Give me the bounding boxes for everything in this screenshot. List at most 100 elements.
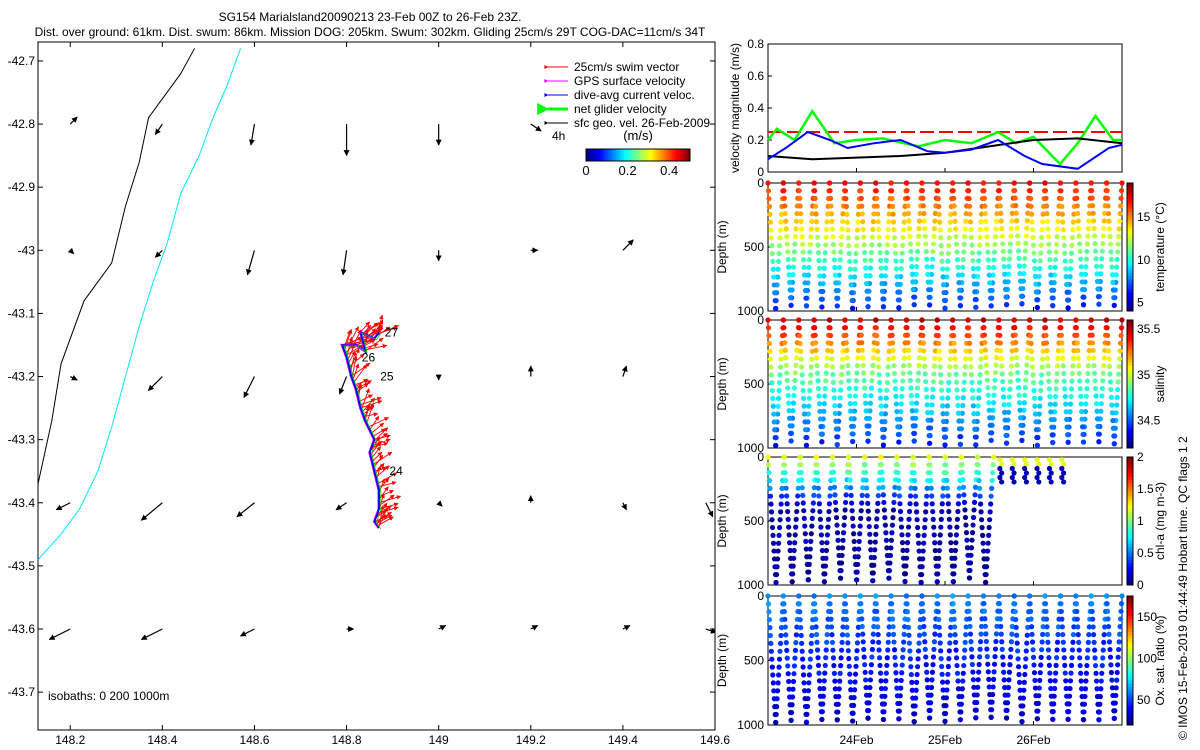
section-colorbar-cell <box>1127 361 1133 366</box>
section-dot <box>870 355 876 361</box>
section-dot <box>1015 370 1021 376</box>
section-dot <box>1023 479 1030 485</box>
section-dot <box>848 416 854 422</box>
section-dot <box>1003 294 1009 300</box>
section-dot <box>826 501 833 507</box>
section-dot <box>881 507 887 513</box>
section-dot <box>1039 647 1045 653</box>
track-day-label: 26 <box>362 351 376 365</box>
section-dot <box>884 552 890 559</box>
section-colorbar-cell <box>1127 355 1133 359</box>
section-dot <box>942 305 948 311</box>
section-dot <box>1108 249 1114 255</box>
section-dot <box>831 249 837 255</box>
section-dot <box>889 601 895 607</box>
section-dot <box>900 378 906 384</box>
section-dot <box>776 664 782 670</box>
section-dot <box>928 485 934 491</box>
section-dot <box>982 564 988 570</box>
section-dot <box>787 702 793 708</box>
section-dot <box>937 540 943 546</box>
section-dot <box>854 648 860 654</box>
section-dot <box>867 539 873 545</box>
section-dot <box>1013 616 1019 623</box>
section-dot <box>959 272 965 278</box>
section-dot <box>806 395 812 401</box>
section-dot <box>1016 671 1022 678</box>
section-dot <box>871 623 877 630</box>
section-dot <box>777 648 783 654</box>
swim-vector <box>369 415 380 431</box>
swim-vector <box>372 451 393 466</box>
section-dot <box>1075 210 1081 217</box>
section-colorbar-cell <box>1127 409 1133 414</box>
section-dot <box>903 593 910 599</box>
section-dot <box>988 707 994 713</box>
section-dot <box>961 655 967 661</box>
section-dot <box>910 695 916 701</box>
section-dot <box>765 317 771 323</box>
section-dot <box>905 616 911 623</box>
section-dot <box>829 226 836 232</box>
section-dot <box>901 563 907 569</box>
section-dot <box>1049 287 1055 293</box>
section-dot <box>915 532 921 538</box>
section-dot <box>831 477 837 483</box>
section-dot <box>983 355 989 361</box>
section-colorbar-cell <box>1127 186 1133 190</box>
section-dot <box>1109 677 1115 683</box>
section-dot <box>876 242 883 248</box>
colorbar-cell <box>626 149 629 161</box>
section-dot <box>992 377 998 383</box>
section-dot <box>967 219 974 225</box>
section-dot <box>890 624 896 630</box>
section-dot <box>1012 187 1018 194</box>
section-dot <box>784 233 790 240</box>
section-dot <box>852 671 859 677</box>
section-dot <box>790 400 797 406</box>
section-dot <box>973 304 979 310</box>
section-dot <box>781 601 787 607</box>
section-dot <box>965 325 972 331</box>
section-dot <box>883 670 889 676</box>
section-dot <box>800 500 806 506</box>
section-dot <box>1063 401 1069 407</box>
section-dot <box>950 325 956 331</box>
section-dot <box>957 441 963 447</box>
section-dot <box>834 530 841 536</box>
section-dot <box>802 427 809 433</box>
section-dot <box>961 241 967 247</box>
section-dot <box>966 616 973 622</box>
section-dot <box>921 623 927 630</box>
section-dot <box>900 555 907 561</box>
section-dot <box>863 684 869 691</box>
section-dot <box>901 355 907 361</box>
section-dot <box>832 686 838 692</box>
colorbar-cell <box>662 149 665 161</box>
section-dot <box>859 500 865 506</box>
section-dot <box>800 241 806 248</box>
section-colorbar-cell <box>1127 237 1133 242</box>
section-dot <box>895 424 901 430</box>
section-dot <box>815 385 822 392</box>
section-dot <box>829 639 836 646</box>
section-dot <box>765 593 771 599</box>
section-dot <box>1027 180 1033 186</box>
section-dot <box>954 662 960 669</box>
section-dot <box>892 378 898 384</box>
section-dot <box>835 545 842 551</box>
section-dot <box>840 624 846 630</box>
section-dot <box>837 670 843 676</box>
section-colorbar-cell <box>1127 683 1133 687</box>
section-dot <box>819 716 825 723</box>
section-dot <box>901 219 907 225</box>
section-dot <box>909 400 915 406</box>
section-dot <box>874 203 880 209</box>
section-dot <box>918 579 924 585</box>
section-dot <box>981 556 987 562</box>
section-dot <box>982 616 988 622</box>
section-dot <box>937 219 943 225</box>
section-colorbar-tick-label: 0.5 <box>1137 546 1154 560</box>
section-dot <box>1002 417 1008 423</box>
